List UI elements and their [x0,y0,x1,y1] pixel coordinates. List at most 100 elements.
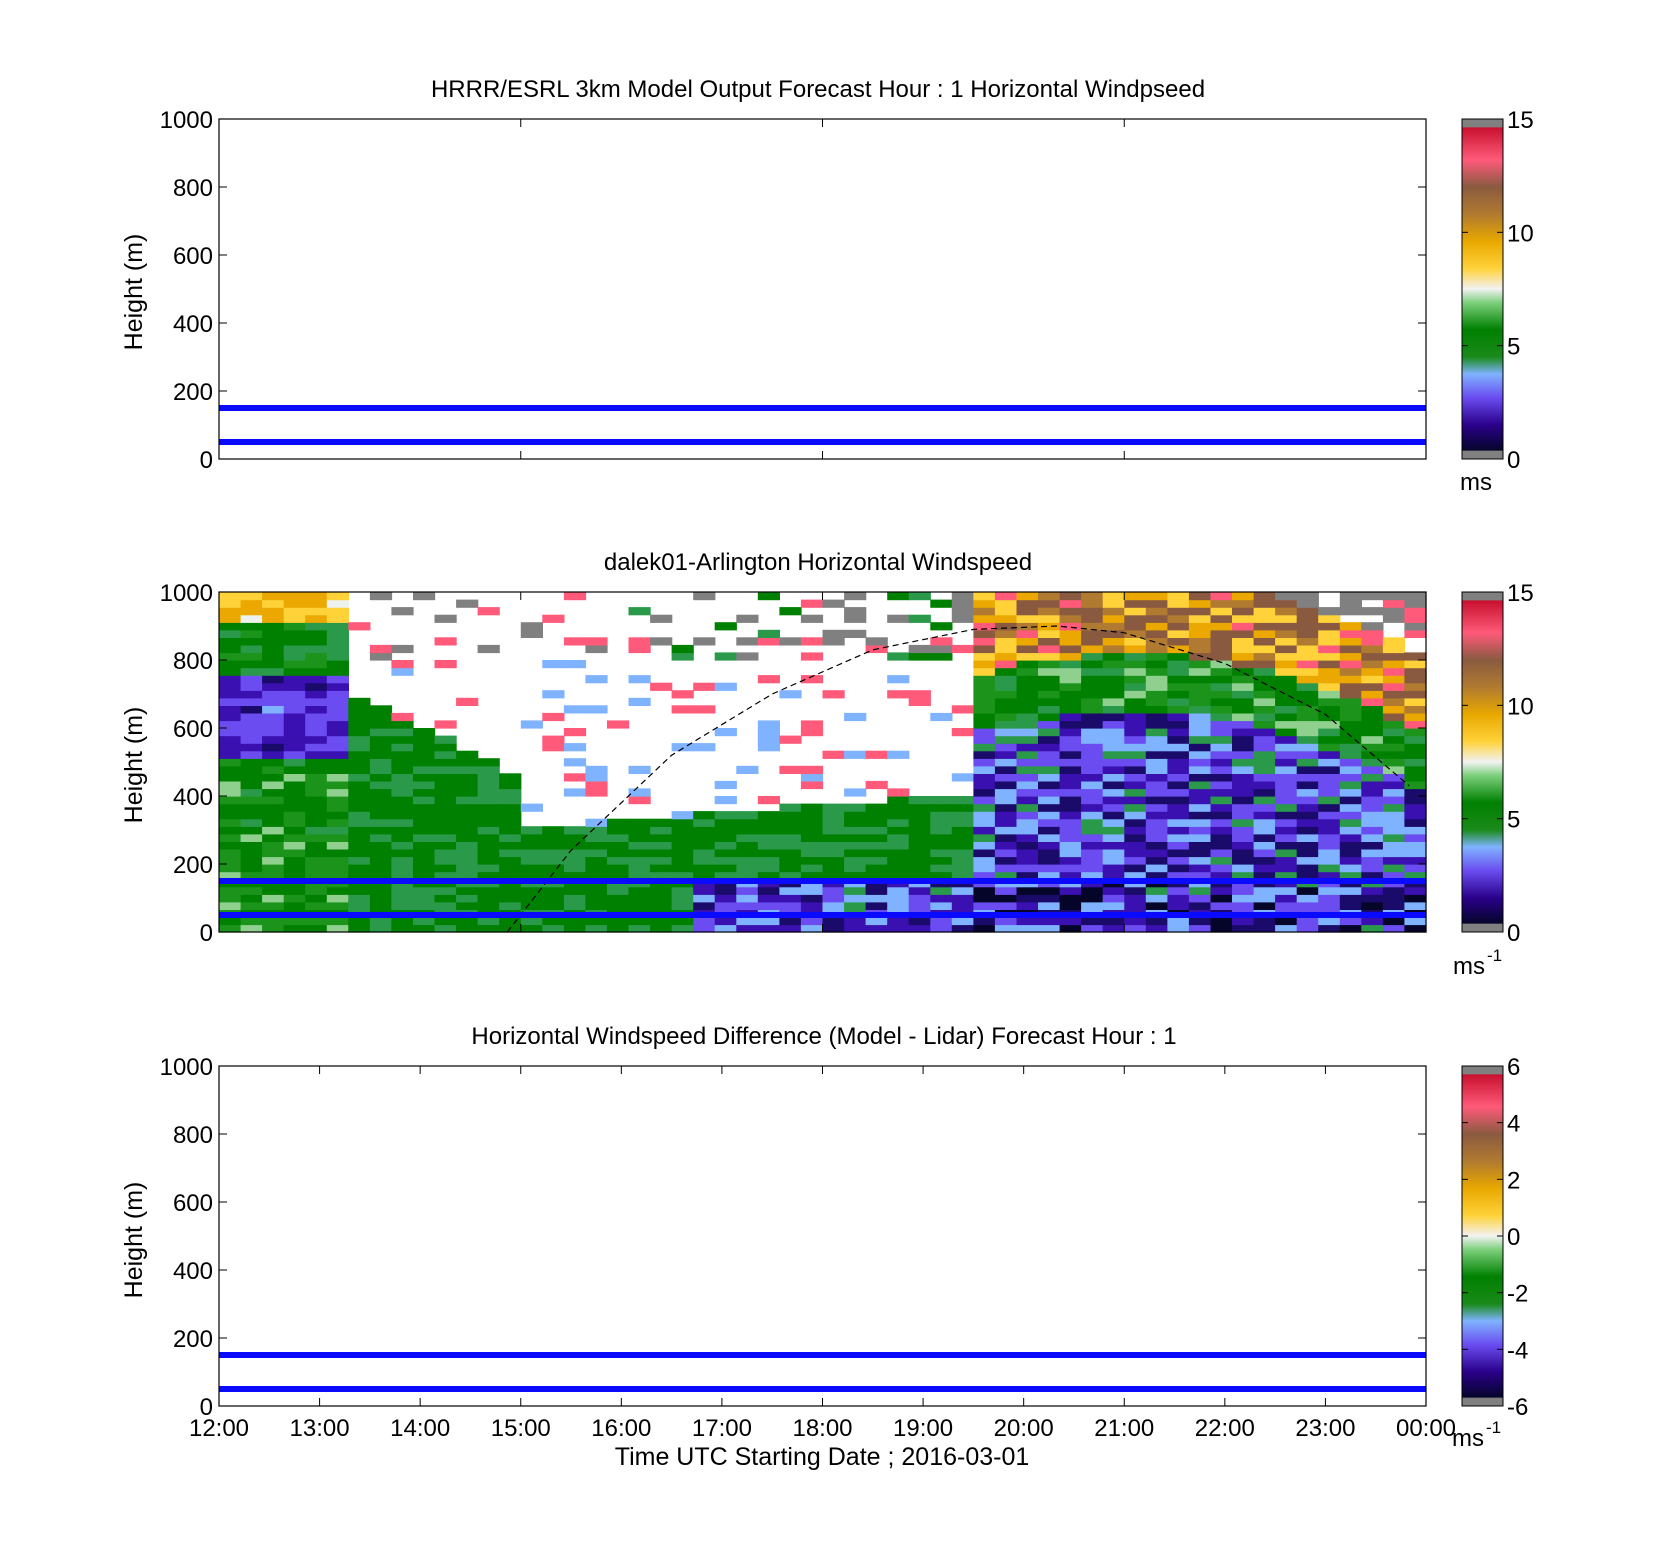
lidar-cell [908,803,931,812]
lidar-cell [1253,652,1276,661]
lidar-cell [1382,796,1406,805]
lidar-cell [844,629,867,638]
lidar-cell [1145,629,1168,638]
lidar-cell [1145,743,1168,752]
lidar-cell [714,622,737,631]
lidar-cell [1232,826,1255,835]
lidar-cell [1210,644,1233,654]
lidar-cell [908,697,931,706]
lidar-cell [477,758,500,767]
lidar-cell [1339,788,1362,797]
lidar-cell [822,599,845,608]
lidar-cell [1361,871,1384,880]
lidar-cell [1167,924,1190,933]
lidar-cell [1232,901,1255,910]
lidar-cell [1382,924,1406,933]
lidar-cell [283,826,306,835]
lidar-cell [1318,924,1341,933]
lidar-cell [951,811,974,820]
lidar-cell [1038,622,1061,631]
lidar-cell [930,901,953,910]
lidar-cell [1253,848,1276,858]
lidar-cell [1210,720,1233,729]
lidar-cell [994,720,1018,729]
lidar-cell [973,796,996,805]
lidar-cell [434,818,457,827]
lidar-cell [499,848,522,858]
lidar-cell [1124,901,1147,910]
lidar-cell [1188,780,1212,790]
lidar-cell [219,750,242,759]
lidar-cell [240,614,263,623]
lidar-cell [434,796,457,805]
lidar-cell [1059,811,1082,820]
lidar-cell [219,735,242,744]
lidar-cell [887,901,910,910]
lidar-cell [1232,675,1255,684]
lidar-cell [326,690,349,699]
lidar-cell [757,864,780,873]
lidar-cell [844,894,867,903]
lidar-cell [1059,743,1082,752]
lidar-cell [1102,667,1125,676]
lidar-cell [240,690,263,699]
lidar-cell [951,871,974,880]
lidar-cell [456,697,479,706]
lidar-cell [1253,690,1276,699]
lidar-cell [305,803,328,812]
lidar-cell [1318,720,1341,729]
lidar-cell [1016,607,1039,616]
lidar-cell [499,833,522,842]
lidar-cell [219,637,242,646]
lidar-cell [1275,796,1298,805]
lidar-cell [585,901,608,910]
lidar-cell [326,750,349,759]
lidar-cell [714,924,737,933]
lidar-cell [1124,894,1147,903]
lidar-cell [1339,667,1362,676]
lidar-cell [499,864,522,873]
lidar-cell [1361,697,1384,706]
lidar-cell [542,660,565,669]
lidar-cell [413,758,436,767]
lidar-cell [1016,856,1039,865]
lidar-cell [1016,675,1039,684]
lidar-cell [1016,652,1039,661]
lidar-cell [1102,864,1125,873]
lidar-cell [1038,811,1061,820]
lidar-cell [585,765,608,774]
lidar-cell [1296,803,1319,812]
lidar-cell [520,871,543,880]
lidar-cell [434,826,457,835]
lidar-cell [887,894,910,903]
lidar-cell [1253,660,1276,669]
lidar-cell [1081,871,1104,880]
lidar-cell [1102,652,1125,661]
lidar-cell [1361,607,1384,616]
lidar-cell [283,629,306,638]
lidar-cell [240,705,263,714]
lidar-cell [800,637,824,646]
panel-lidar-colorbar-scale [1461,591,1504,933]
lidar-cell [607,833,630,842]
lidar-cell [520,720,543,729]
lidar-cell [1339,916,1362,926]
lidar-cell [219,773,242,782]
lidar-cell [1318,758,1341,767]
lidar-cell [240,864,263,873]
lidar-cell [1253,811,1276,820]
lidar-cell [693,886,716,895]
lidar-cell [1275,697,1298,706]
lidar-cell [887,886,910,895]
lidar-cell [1253,712,1276,722]
lidar-cell [800,833,824,842]
lidar-cell [456,864,479,873]
lidar-cell [736,826,759,835]
lidar-cell [973,690,996,699]
lidar-cell [1339,735,1362,744]
lidar-cell [1382,599,1406,608]
lidar-cell [1339,841,1362,850]
lidar-cell [1404,796,1427,805]
lidar-cell [1296,864,1319,873]
lidar-cell [1339,871,1362,880]
